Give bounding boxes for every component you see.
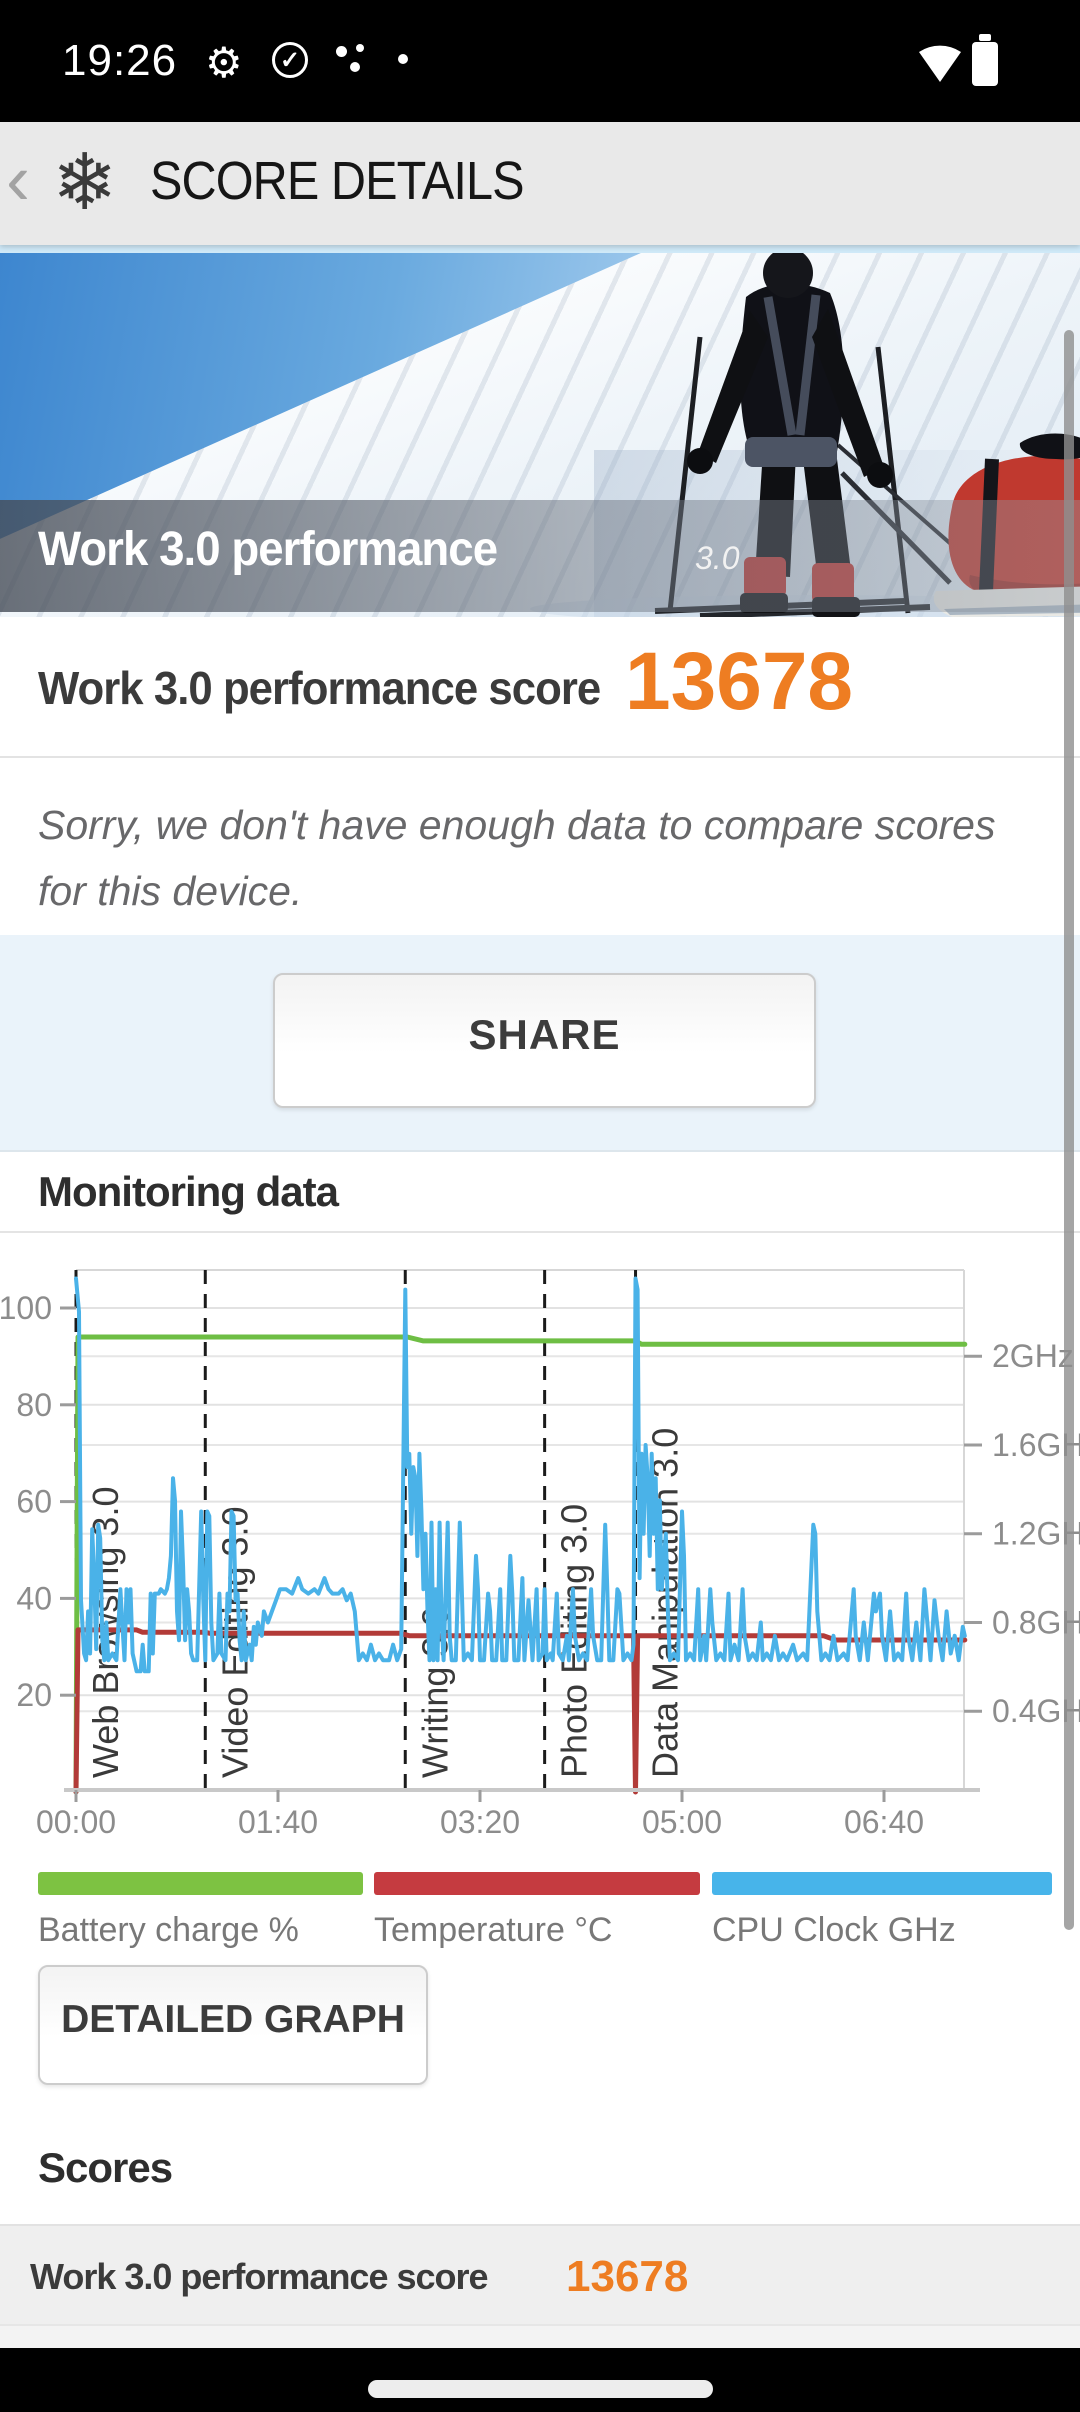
legend-label-temperature: Temperature °C [374, 1911, 613, 1949]
wifi-icon [916, 40, 964, 89]
scores-row-label: Work 3.0 performance score [30, 2256, 489, 2297]
below-strip [0, 2326, 1080, 2348]
scrollbar-thumb[interactable] [1064, 330, 1074, 1930]
hero-title-band: Work 3.0 performance 3.0 [0, 500, 1080, 612]
share-section: SHARE [0, 935, 1080, 1152]
monitoring-chart: Web Browsing 3.0 Video Editing 3.0 Writing… [0, 1233, 1080, 1850]
svg-text:60: 60 [16, 1484, 52, 1520]
svg-text:03:20: 03:20 [440, 1804, 520, 1840]
hero-image: Work 3.0 performance 3.0 [0, 245, 1080, 617]
svg-text:01:40: 01:40 [238, 1804, 318, 1840]
chart-legend: Battery charge % Temperature °C CPU Cloc… [0, 1862, 1080, 1972]
svg-text:100: 100 [0, 1290, 52, 1326]
check-circle-icon: ✓ [272, 42, 308, 78]
app-header: ‹ ❄ SCORE DETAILS [0, 122, 1080, 245]
scores-section-header: Scores [0, 2140, 1080, 2200]
score-card: Work 3.0 performance score 13678 [0, 617, 1080, 758]
scores-row-value: 13678 [566, 2252, 689, 2301]
hero-top-strip [0, 245, 1080, 253]
legend-item-battery: Battery charge % [38, 1872, 363, 1950]
gesture-pill[interactable] [368, 2380, 713, 2398]
monitoring-data-section: Monitoring data [0, 1152, 1080, 1233]
share-button[interactable]: SHARE [273, 973, 816, 1108]
legend-swatch-cpu [712, 1872, 1052, 1895]
legend-item-cpu: CPU Clock GHz [712, 1872, 1052, 1950]
legend-swatch-battery [38, 1872, 363, 1895]
svg-text:20: 20 [16, 1677, 52, 1713]
svg-text:05:00: 05:00 [642, 1804, 722, 1840]
svg-text:40: 40 [16, 1580, 52, 1616]
score-value: 13678 [625, 636, 854, 727]
back-button[interactable]: ‹ [6, 140, 30, 220]
notification-dot-icon [398, 54, 408, 64]
hero-title: Work 3.0 performance [38, 523, 498, 576]
legend-label-battery: Battery charge % [38, 1911, 299, 1949]
legend-item-temperature: Temperature °C [374, 1872, 700, 1950]
legend-swatch-temperature [374, 1872, 700, 1895]
status-bar: 19:26 ⚙ ✓ [0, 0, 1080, 122]
settings-gear-icon: ⚙ [205, 39, 243, 86]
hero-version: 3.0 [695, 540, 740, 576]
svg-text:2GHz: 2GHz [992, 1338, 1074, 1374]
snowflake-logo-icon: ❄ [52, 138, 118, 226]
detailed-graph-button[interactable]: DETAILED GRAPH [38, 1965, 428, 2085]
navigation-bar [0, 2348, 1080, 2412]
score-table-row: Work 3.0 performance score 13678 [0, 2224, 1080, 2326]
page-title: SCORE DETAILS [150, 151, 524, 211]
score-label: Work 3.0 performance score [38, 662, 601, 714]
legend-label-cpu: CPU Clock GHz [712, 1911, 956, 1949]
compare-note-text: Sorry, we don't have enough data to comp… [38, 802, 996, 914]
clock: 19:26 [62, 36, 178, 85]
svg-text:80: 80 [16, 1387, 52, 1423]
monitoring-heading: Monitoring data [38, 1168, 339, 1215]
branch-dots-icon [336, 44, 370, 78]
battery-icon [972, 34, 998, 86]
scores-heading: Scores [38, 2144, 173, 2191]
compare-note-section: Sorry, we don't have enough data to comp… [0, 758, 1080, 935]
svg-text:00:00: 00:00 [36, 1804, 116, 1840]
svg-text:06:40: 06:40 [844, 1804, 924, 1840]
